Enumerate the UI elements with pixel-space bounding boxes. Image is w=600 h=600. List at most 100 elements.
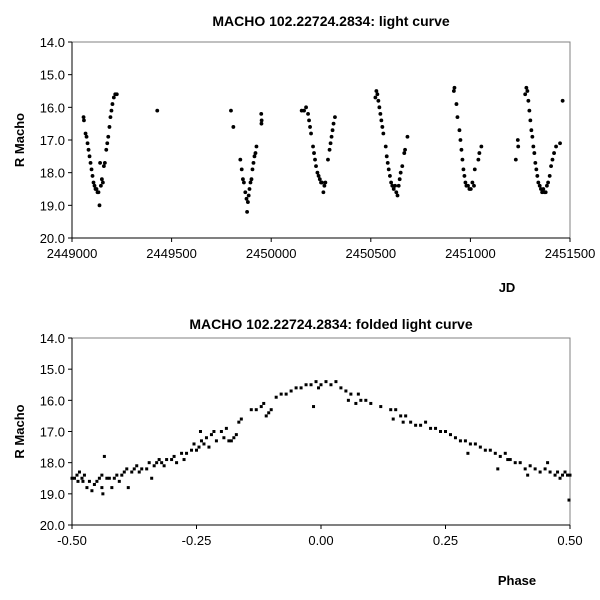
data-point: [532, 151, 537, 155]
data-point: [175, 461, 179, 465]
data-point: [299, 386, 303, 390]
y-tick-label: 14.0: [40, 35, 65, 50]
data-point: [558, 141, 562, 146]
data-point: [444, 430, 447, 433]
data-point: [393, 183, 398, 188]
data-point: [429, 426, 433, 430]
data-point: [101, 492, 105, 496]
data-point: [334, 380, 338, 384]
data-point: [202, 442, 206, 446]
data-point: [376, 98, 381, 103]
data-point: [453, 436, 457, 440]
x-tick-label: 2449000: [47, 246, 98, 261]
data-point: [115, 473, 119, 477]
data-point: [192, 442, 196, 446]
data-point: [315, 170, 320, 175]
data-point: [264, 414, 268, 418]
data-point: [523, 92, 528, 97]
data-point: [547, 174, 552, 178]
data-point: [251, 160, 256, 165]
data-point: [566, 473, 570, 477]
data-point: [242, 180, 246, 185]
data-point: [498, 454, 502, 458]
y-axis-label: R Macho: [12, 404, 27, 458]
data-point: [496, 467, 500, 471]
data-point: [458, 439, 462, 443]
data-point: [541, 187, 546, 191]
data-point: [234, 433, 238, 437]
y-tick-label: 15.0: [40, 68, 65, 83]
data-point: [70, 476, 74, 480]
data-point: [329, 383, 333, 387]
data-point: [90, 489, 94, 493]
data-point: [120, 473, 124, 477]
data-point: [356, 392, 360, 396]
data-point: [94, 187, 99, 191]
data-point: [307, 118, 311, 123]
data-point: [98, 160, 102, 165]
data-point: [317, 386, 321, 390]
data-point: [77, 470, 81, 474]
data-point: [534, 167, 539, 172]
data-point: [401, 420, 405, 424]
data-point: [388, 174, 392, 178]
data-point: [454, 102, 459, 106]
data-point: [245, 209, 249, 214]
data-point: [386, 167, 391, 172]
data-point: [518, 461, 522, 465]
data-point: [172, 454, 176, 458]
y-tick-label: 19.0: [40, 487, 65, 502]
data-point: [463, 439, 467, 443]
data-point: [457, 128, 462, 133]
data-point: [241, 177, 245, 182]
data-point: [314, 380, 318, 384]
data-point: [214, 439, 218, 443]
data-point: [560, 98, 565, 103]
data-point: [197, 445, 201, 449]
data-point: [394, 408, 398, 412]
data-point: [182, 458, 186, 462]
data-point: [339, 386, 343, 390]
chart-2: MACHO 102.22724.2834: folded light curve…: [12, 316, 583, 588]
data-point: [346, 398, 350, 402]
data-point: [137, 470, 141, 474]
data-point: [460, 157, 465, 162]
data-point: [472, 183, 476, 188]
data-point: [324, 380, 328, 384]
data-point: [76, 479, 80, 483]
data-point: [506, 458, 510, 462]
data-point: [527, 108, 532, 113]
data-point: [132, 467, 136, 471]
data-point: [98, 183, 103, 188]
data-point: [383, 144, 388, 149]
data-point: [105, 476, 109, 480]
data-point: [100, 180, 105, 185]
data-point: [327, 147, 332, 152]
data-point: [237, 420, 241, 424]
y-tick-label: 16.0: [40, 100, 65, 115]
data-point: [117, 479, 121, 483]
data-point: [89, 167, 94, 172]
data-point: [91, 180, 96, 185]
data-point: [377, 105, 382, 110]
data-point: [524, 85, 529, 90]
data-point: [84, 134, 89, 139]
data-point: [110, 486, 114, 490]
data-point: [391, 187, 396, 191]
data-point: [466, 451, 470, 455]
data-point: [568, 473, 572, 477]
chart-title: MACHO 102.22724.2834: folded light curve: [189, 316, 472, 332]
data-point: [546, 180, 550, 185]
data-point: [394, 190, 399, 195]
data-point: [548, 470, 552, 474]
data-point: [80, 476, 84, 480]
data-point: [399, 414, 403, 418]
data-point: [549, 164, 553, 169]
data-point: [530, 134, 535, 139]
data-point: [254, 144, 259, 149]
data-point: [550, 157, 555, 162]
data-point: [75, 473, 79, 477]
data-point: [102, 160, 107, 165]
data-point: [419, 423, 423, 427]
data-point: [100, 473, 104, 477]
